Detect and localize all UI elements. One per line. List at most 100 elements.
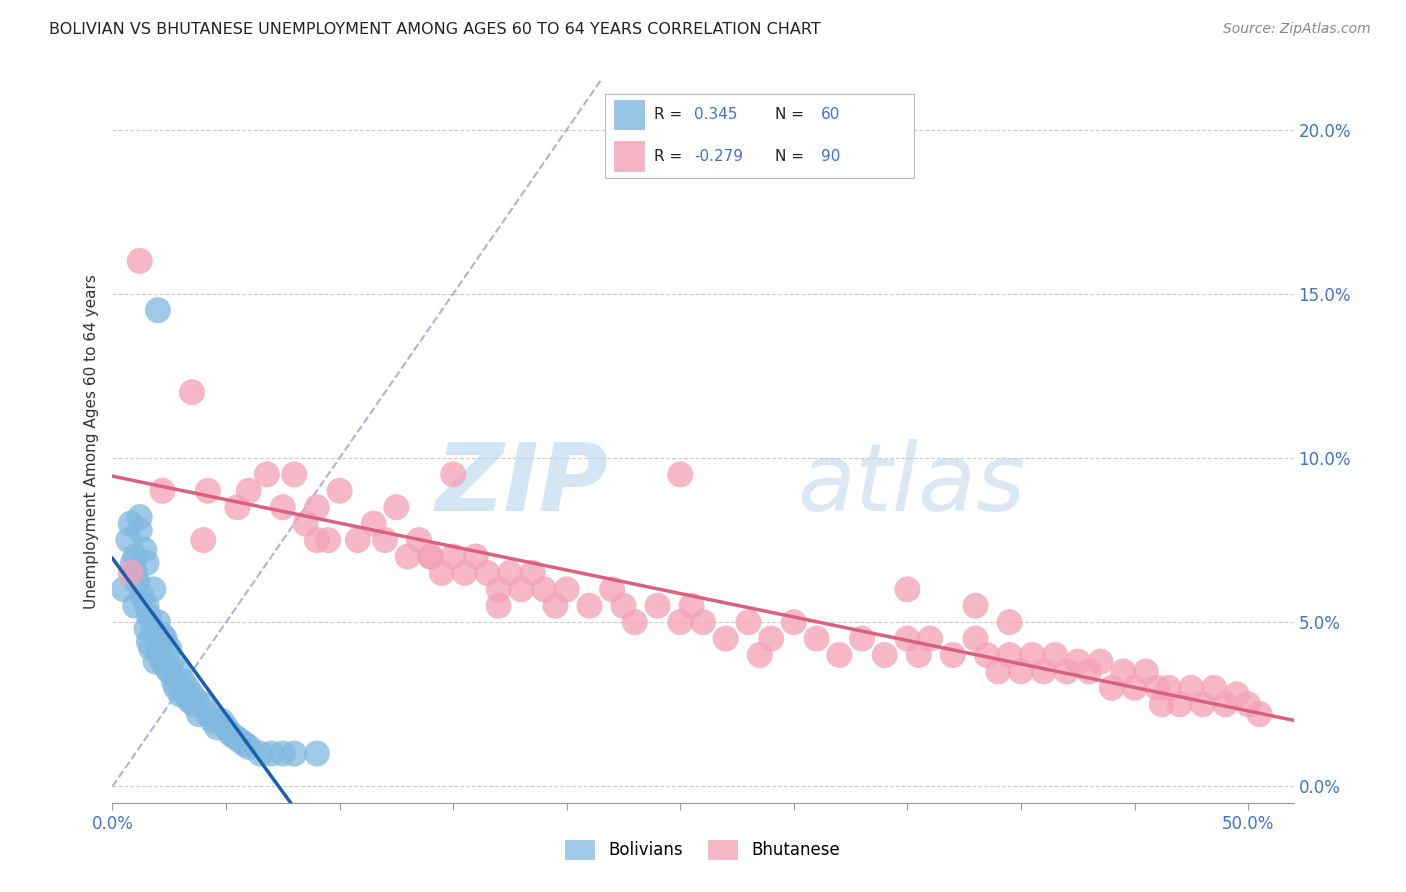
- Point: [1215, 698, 1237, 712]
- Point: [1101, 681, 1123, 695]
- Point: [205, 720, 228, 734]
- Text: 60: 60: [821, 107, 841, 122]
- Point: [238, 483, 260, 498]
- Point: [226, 500, 249, 515]
- Point: [578, 599, 600, 613]
- Point: [117, 533, 139, 547]
- Point: [488, 582, 510, 597]
- Point: [128, 523, 150, 537]
- Point: [647, 599, 669, 613]
- Point: [256, 467, 278, 482]
- Point: [219, 727, 242, 741]
- Point: [134, 542, 156, 557]
- Point: [374, 533, 396, 547]
- Point: [396, 549, 419, 564]
- Point: [260, 747, 283, 761]
- Point: [1226, 687, 1249, 701]
- Bar: [614, 141, 645, 171]
- Point: [1032, 665, 1054, 679]
- Point: [156, 661, 179, 675]
- Point: [1021, 648, 1043, 662]
- Point: [430, 566, 453, 580]
- Point: [169, 687, 191, 701]
- Point: [419, 549, 441, 564]
- Point: [122, 556, 145, 570]
- Point: [510, 582, 533, 597]
- Point: [271, 500, 294, 515]
- Point: [522, 566, 544, 580]
- Point: [1191, 698, 1213, 712]
- Point: [453, 566, 475, 580]
- Point: [197, 483, 219, 498]
- Point: [167, 665, 190, 679]
- Point: [238, 739, 260, 754]
- Point: [112, 582, 135, 597]
- Point: [544, 599, 567, 613]
- Point: [193, 533, 215, 547]
- Text: R =: R =: [654, 149, 688, 164]
- Point: [131, 589, 153, 603]
- Point: [187, 707, 209, 722]
- Point: [998, 615, 1021, 630]
- Point: [224, 730, 246, 744]
- Point: [920, 632, 942, 646]
- Point: [1078, 665, 1101, 679]
- Point: [193, 698, 215, 712]
- Point: [681, 599, 703, 613]
- Point: [142, 582, 165, 597]
- Point: [249, 747, 271, 761]
- Point: [283, 467, 305, 482]
- Point: [172, 674, 194, 689]
- Point: [759, 632, 782, 646]
- Point: [896, 582, 918, 597]
- Point: [124, 566, 146, 580]
- Point: [176, 681, 198, 695]
- Point: [748, 648, 770, 662]
- Point: [139, 641, 162, 656]
- Point: [233, 737, 256, 751]
- Point: [464, 549, 486, 564]
- Point: [146, 615, 169, 630]
- Text: BOLIVIAN VS BHUTANESE UNEMPLOYMENT AMONG AGES 60 TO 64 YEARS CORRELATION CHART: BOLIVIAN VS BHUTANESE UNEMPLOYMENT AMONG…: [49, 22, 821, 37]
- Point: [385, 500, 408, 515]
- Point: [600, 582, 623, 597]
- Point: [128, 253, 150, 268]
- Point: [124, 549, 146, 564]
- Point: [179, 694, 201, 708]
- Point: [488, 599, 510, 613]
- Point: [152, 628, 174, 642]
- Point: [120, 516, 142, 531]
- Point: [316, 533, 339, 547]
- Point: [363, 516, 385, 531]
- Point: [555, 582, 578, 597]
- Point: [441, 467, 464, 482]
- Point: [419, 549, 441, 564]
- Point: [128, 510, 150, 524]
- Point: [153, 632, 176, 646]
- Point: [1054, 665, 1077, 679]
- Point: [976, 648, 998, 662]
- Point: [1168, 698, 1191, 712]
- Point: [181, 687, 204, 701]
- Bar: [614, 100, 645, 130]
- Text: Source: ZipAtlas.com: Source: ZipAtlas.com: [1223, 22, 1371, 37]
- Point: [1067, 655, 1090, 669]
- Point: [329, 483, 352, 498]
- Text: N =: N =: [775, 107, 808, 122]
- Text: 0.345: 0.345: [695, 107, 738, 122]
- Point: [783, 615, 806, 630]
- Point: [1146, 681, 1168, 695]
- Point: [998, 648, 1021, 662]
- Point: [183, 698, 205, 712]
- Point: [127, 575, 149, 590]
- Point: [152, 655, 174, 669]
- Point: [669, 467, 692, 482]
- Point: [163, 674, 186, 689]
- Point: [533, 582, 555, 597]
- Point: [142, 622, 165, 636]
- Point: [987, 665, 1010, 679]
- Text: atlas: atlas: [797, 440, 1026, 531]
- Point: [181, 385, 204, 400]
- Point: [1157, 681, 1180, 695]
- Point: [138, 608, 160, 623]
